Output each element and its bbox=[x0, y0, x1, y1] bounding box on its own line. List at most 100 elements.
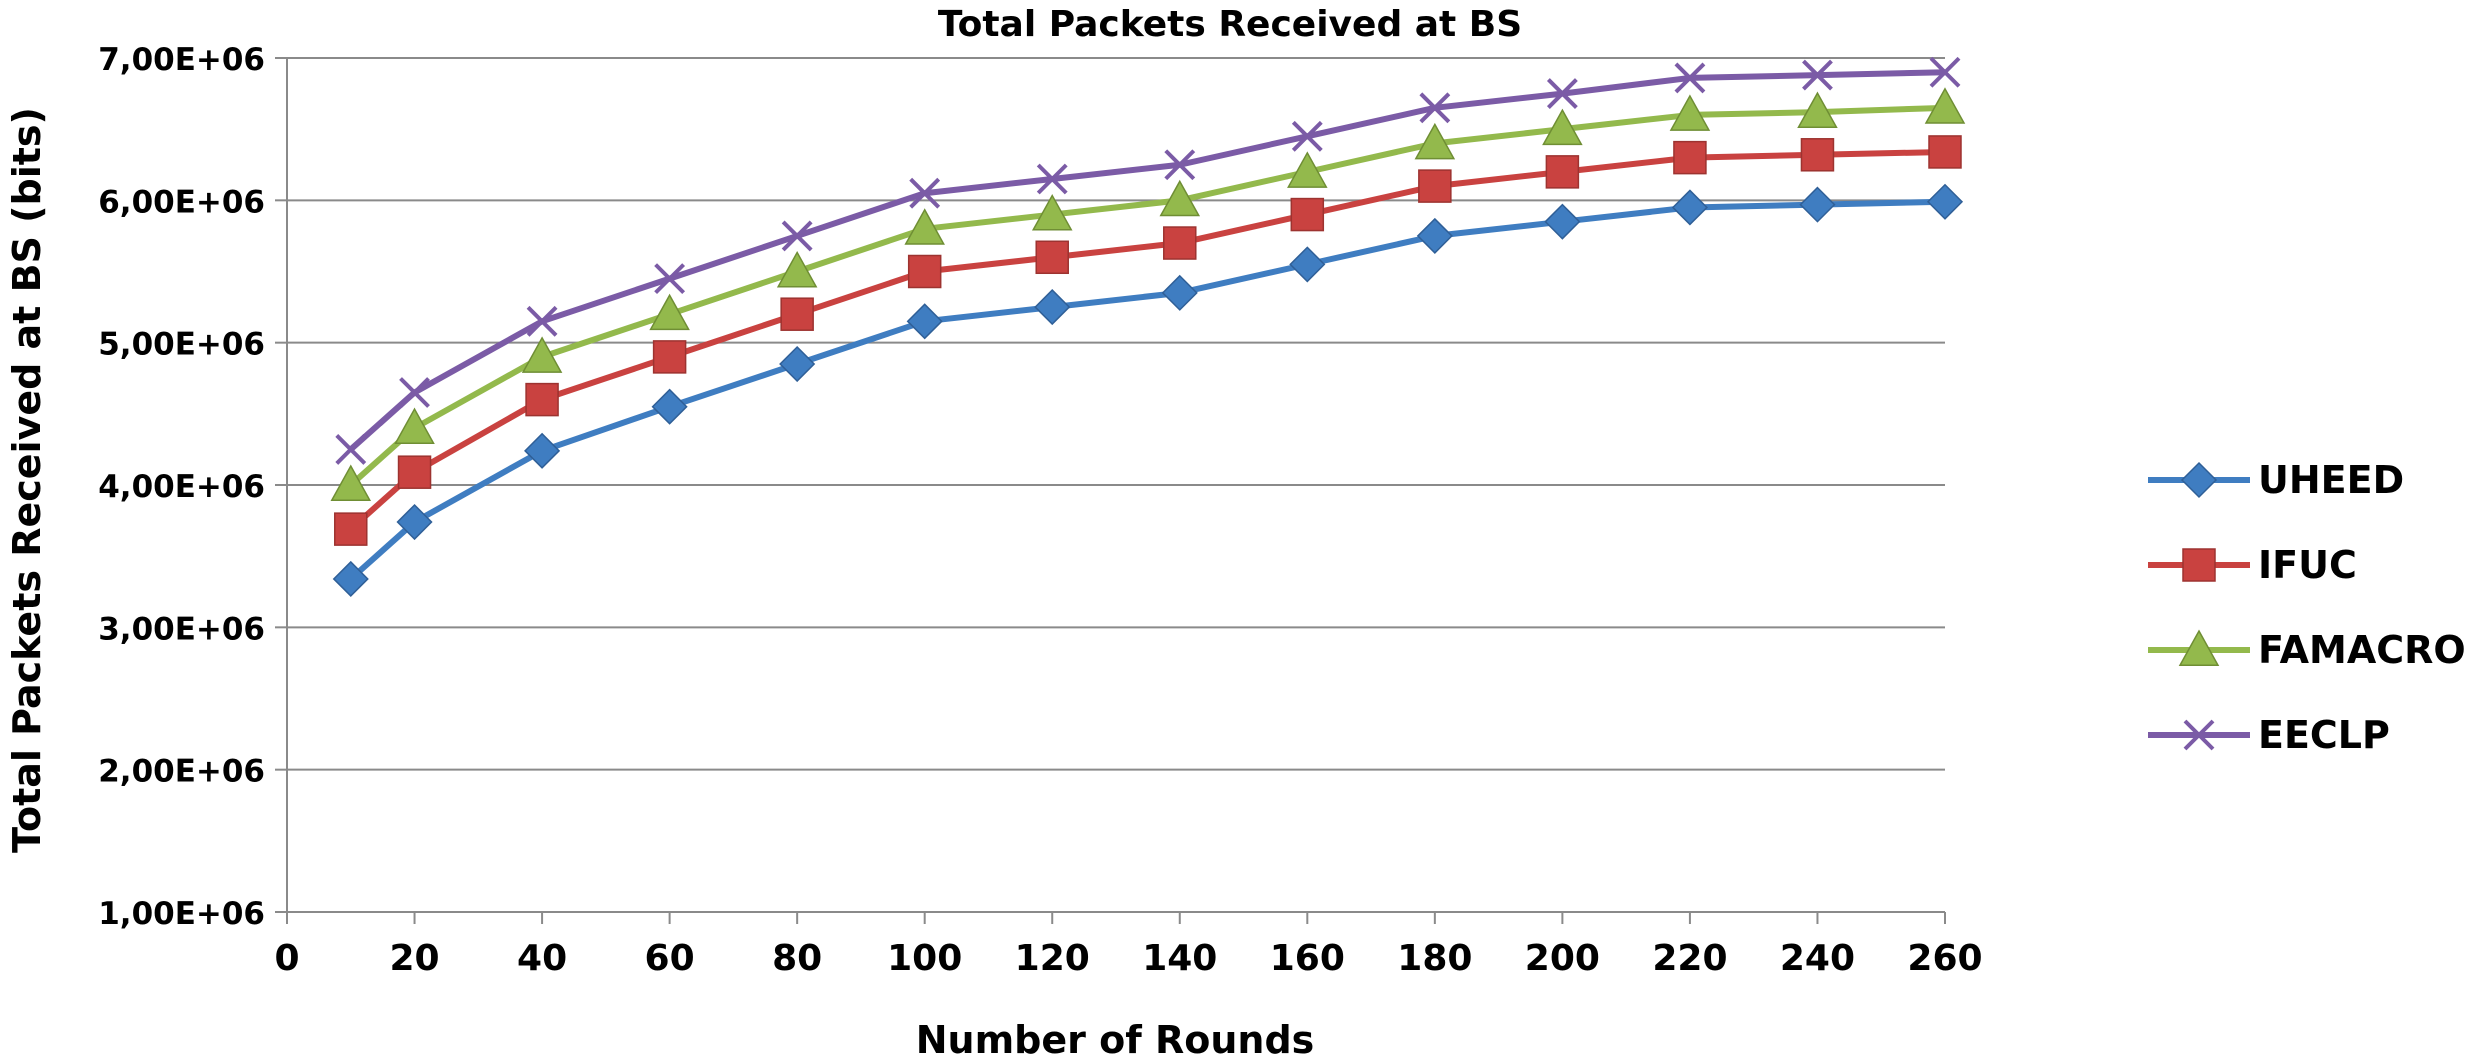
y-tick-label: 7,00E+06 bbox=[98, 42, 265, 78]
data-point-ifuc bbox=[652, 340, 687, 374]
data-point-uheed bbox=[332, 560, 369, 598]
data-point-famacro bbox=[330, 464, 372, 501]
x-tick-label: 60 bbox=[645, 938, 695, 979]
data-point-famacro bbox=[1159, 179, 1201, 217]
series-ifuc bbox=[334, 135, 1962, 546]
legend-label: UHEED bbox=[2258, 458, 2404, 502]
data-point-ifuc bbox=[1290, 197, 1325, 232]
data-point-famacro bbox=[1287, 151, 1328, 188]
data-point-ifuc bbox=[1928, 135, 1962, 169]
data-point-ifuc bbox=[397, 455, 432, 489]
legend-item-uheed: UHEED bbox=[2148, 458, 2404, 502]
legend-item-famacro: FAMACRO bbox=[2148, 628, 2466, 672]
data-point-famacro bbox=[1797, 91, 1838, 129]
x-tick-label: 140 bbox=[1142, 938, 1217, 979]
x-tick-label: 260 bbox=[1907, 938, 1982, 979]
x-tick-label: 200 bbox=[1525, 938, 1600, 979]
data-point-eeclp bbox=[1164, 149, 1196, 181]
legend-marker bbox=[2178, 629, 2220, 666]
data-point-eeclp bbox=[399, 377, 430, 408]
x-tick-label: 120 bbox=[1015, 938, 1090, 979]
y-tick-label: 6,00E+06 bbox=[98, 184, 265, 220]
data-point-uheed bbox=[1671, 189, 1708, 226]
x-tick-label: 20 bbox=[389, 938, 439, 979]
legend-label: FAMACRO bbox=[2258, 628, 2466, 672]
data-point-ifuc bbox=[1800, 138, 1835, 172]
data-point-ifuc bbox=[525, 382, 559, 417]
y-tick-label: 3,00E+06 bbox=[98, 611, 265, 647]
data-point-ifuc bbox=[907, 254, 942, 289]
x-tick-label: 180 bbox=[1397, 938, 1472, 979]
legend: UHEED IFUC FAMACRO EECLP bbox=[2148, 458, 2466, 757]
data-point-uheed bbox=[396, 503, 433, 541]
x-tick-label: 40 bbox=[517, 938, 567, 979]
data-point-uheed bbox=[1161, 274, 1198, 311]
y-axis-ticks: 1,00E+06 2,00E+06 3,00E+06 4,00E+06 5,00E+06… bbox=[98, 42, 287, 932]
data-point-eeclp bbox=[781, 220, 813, 252]
data-point-eeclp bbox=[335, 434, 367, 465]
data-point-famacro bbox=[1924, 87, 1966, 124]
x-tick-label: 100 bbox=[887, 938, 962, 979]
data-point-eeclp bbox=[526, 305, 558, 337]
series-group bbox=[330, 56, 1966, 598]
legend-marker bbox=[2180, 461, 2218, 499]
series-famacro bbox=[330, 87, 1966, 501]
y-axis-title: Total Packets Received at BS (bits) bbox=[5, 107, 49, 853]
y-tick-label: 4,00E+06 bbox=[98, 469, 265, 505]
data-point-famacro bbox=[394, 407, 435, 445]
data-point-ifuc bbox=[334, 512, 368, 546]
data-point-eeclp bbox=[1291, 120, 1323, 152]
data-point-famacro bbox=[904, 208, 945, 245]
data-point-famacro bbox=[1542, 108, 1583, 146]
data-point-ifuc bbox=[1035, 240, 1069, 275]
x-tick-label: 80 bbox=[772, 938, 822, 979]
y-tick-label: 2,00E+06 bbox=[98, 754, 265, 790]
data-point-uheed bbox=[1034, 289, 1071, 326]
x-tick-label: 240 bbox=[1780, 938, 1855, 979]
data-point-ifuc bbox=[1673, 140, 1707, 175]
legend-marker bbox=[2182, 548, 2216, 582]
data-point-ifuc bbox=[1545, 155, 1580, 189]
data-point-famacro bbox=[1414, 122, 1456, 160]
data-point-ifuc bbox=[1163, 226, 1197, 260]
data-point-uheed bbox=[1926, 183, 1964, 220]
data-point-ifuc bbox=[1418, 169, 1452, 203]
series-line-ifuc bbox=[348, 148, 1946, 532]
data-point-uheed bbox=[779, 345, 816, 383]
data-point-famacro bbox=[776, 250, 818, 288]
y-tick-label: 5,00E+06 bbox=[98, 327, 265, 363]
legend-item-ifuc: IFUC bbox=[2148, 543, 2357, 587]
data-point-uheed bbox=[1289, 246, 1326, 283]
x-tick-label: 0 bbox=[274, 938, 299, 979]
data-point-eeclp bbox=[909, 177, 941, 209]
data-point-famacro bbox=[649, 293, 690, 331]
y-tick-label: 1,00E+06 bbox=[98, 896, 265, 932]
series-line-famacro bbox=[348, 104, 1946, 488]
series-line-uheed bbox=[348, 198, 1946, 582]
data-point-eeclp bbox=[654, 263, 686, 295]
data-point-eeclp bbox=[1036, 163, 1068, 195]
legend-item-eeclp: EECLP bbox=[2148, 713, 2390, 757]
x-tick-label: 220 bbox=[1652, 938, 1727, 979]
data-point-uheed bbox=[651, 388, 688, 425]
x-axis-ticks: 0 20 40 60 80 100 120 140 160 180 200 220 240 260 bbox=[274, 912, 1983, 979]
data-point-famacro bbox=[1031, 194, 1073, 231]
x-tick-label: 160 bbox=[1270, 938, 1345, 979]
data-point-ifuc bbox=[780, 297, 814, 331]
data-point-uheed bbox=[1799, 186, 1836, 223]
series-line-eeclp bbox=[348, 69, 1946, 452]
data-point-eeclp bbox=[1802, 59, 1833, 91]
data-point-uheed bbox=[906, 303, 943, 340]
data-point-famacro bbox=[1669, 94, 1711, 131]
chart-title: Total Packets Received at BS bbox=[938, 4, 1522, 45]
data-point-eeclp bbox=[1929, 56, 1961, 88]
series-eeclp bbox=[335, 56, 1961, 465]
series-uheed bbox=[332, 183, 1964, 598]
data-point-famacro bbox=[521, 336, 563, 373]
data-point-uheed bbox=[1416, 217, 1453, 254]
data-point-eeclp bbox=[1674, 62, 1706, 94]
gridlines bbox=[287, 57, 1945, 771]
legend-label: IFUC bbox=[2258, 543, 2357, 587]
data-point-uheed bbox=[1544, 203, 1581, 240]
